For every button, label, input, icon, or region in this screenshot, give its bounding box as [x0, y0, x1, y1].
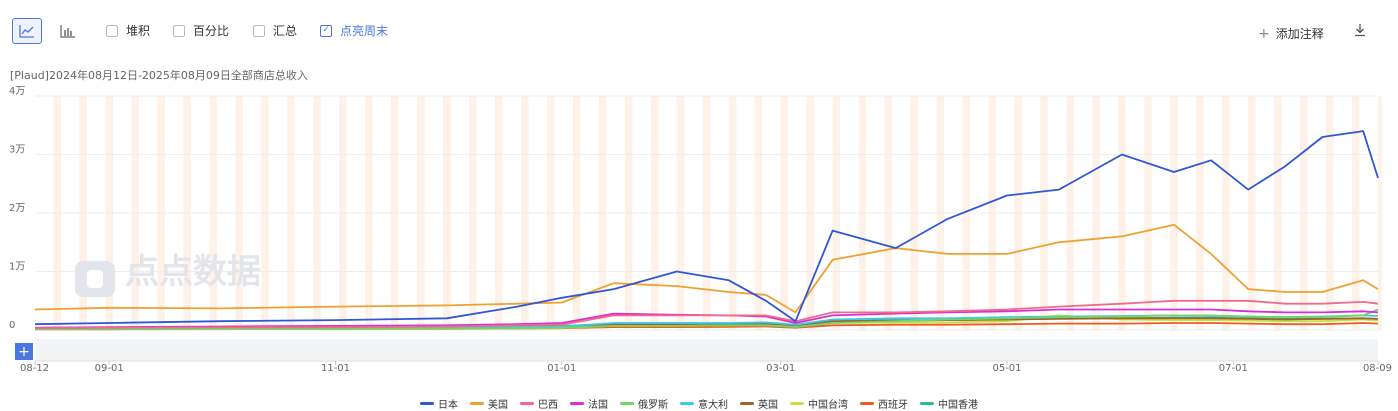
highlight-weekend-label: 点亮周末	[340, 24, 389, 38]
plus-icon: +	[1258, 25, 1270, 42]
bar-chart-button[interactable]	[53, 18, 83, 44]
legend-swatch	[470, 401, 484, 405]
weekend-band	[1378, 96, 1382, 330]
legend-swatch	[680, 401, 694, 405]
legend-label: 俄罗斯	[638, 399, 668, 411]
legend-label: 日本	[438, 399, 458, 411]
legend-label: 法国	[588, 399, 608, 411]
add-note-label: 添加注释	[1275, 27, 1324, 41]
x-axis: 08-12 09-01 11-01 01-01 03-01 05-01 07-01 08-09	[20, 339, 1392, 374]
x-tick-label: 03-01	[766, 363, 795, 374]
checkbox-box[interactable]	[106, 24, 118, 37]
toolbar: 堆积 百分比 汇总 ✓ 点亮周末 + 添加注释	[0, 0, 1398, 60]
percent-label: 百分比	[193, 24, 230, 38]
x-tick-label: 09-01	[95, 363, 124, 374]
watermark: 点点数据	[125, 252, 261, 292]
legend-item[interactable]: 法国	[570, 397, 608, 411]
watermark-logo-icon	[75, 261, 115, 297]
legend-swatch	[620, 401, 634, 405]
legend-item[interactable]: 中国香港	[920, 397, 978, 411]
stack-label: 堆积	[126, 24, 151, 38]
stack-checkbox[interactable]: 堆积	[106, 22, 150, 39]
y-tick-label: 4万	[9, 86, 25, 97]
legend-swatch	[520, 401, 534, 405]
grid-lines	[35, 95, 1378, 331]
checkbox-box[interactable]	[173, 24, 185, 37]
x-tick-label: 08-12	[20, 363, 49, 374]
zoom-toggle-button[interactable]: +	[15, 343, 33, 360]
legend-label: 中国香港	[938, 399, 978, 411]
y-axis-ticks: 0 1万 2万 3万 4万	[9, 86, 25, 331]
legend-item[interactable]: 英国	[740, 397, 778, 411]
checkbox-box[interactable]: ✓	[320, 24, 332, 37]
legend-label: 英国	[758, 399, 778, 411]
range-slider-track	[35, 339, 1378, 361]
series-line-俄罗斯	[34, 308, 1379, 331]
legend-swatch	[570, 401, 584, 405]
summary-checkbox[interactable]: 汇总	[253, 22, 297, 39]
chart-title: [Plaud]2024年08月12日-2025年08月09日全部商店总收入	[10, 69, 308, 82]
line-chart-icon	[19, 25, 34, 38]
highlight-weekend-checkbox[interactable]: ✓ 点亮周末	[320, 22, 388, 39]
y-tick-label: 3万	[9, 145, 25, 156]
legend-label: 美国	[488, 399, 508, 411]
legend-label: 西班牙	[878, 399, 908, 411]
series-lines	[34, 130, 1379, 331]
legend-label: 中国台湾	[808, 399, 848, 411]
x-tick-label: 11-01	[321, 363, 350, 374]
legend-item[interactable]: 中国台湾	[790, 397, 848, 411]
legend-item[interactable]: 俄罗斯	[620, 397, 668, 411]
checkmark-icon: ✓	[322, 25, 330, 35]
legend-swatch	[740, 401, 754, 405]
legend-item[interactable]: 西班牙	[860, 397, 908, 411]
x-tick-label: 07-01	[1219, 363, 1248, 374]
checkbox-box[interactable]	[253, 24, 265, 37]
y-tick-label: 0	[9, 320, 15, 331]
bar-chart-icon	[60, 25, 75, 38]
legend-swatch	[920, 401, 934, 405]
series-line-日本	[34, 130, 1379, 326]
legend: 日本 美国 巴西 法国 俄罗斯 意大利 英国 中国台湾 西班牙 中国香港	[0, 397, 1398, 411]
legend-item[interactable]: 意大利	[680, 397, 728, 411]
x-tick-label: 01-01	[547, 363, 576, 374]
series-line-法国	[34, 308, 1379, 329]
x-tick-label: 05-01	[992, 363, 1021, 374]
y-tick-label: 1万	[9, 262, 25, 273]
series-line-美国	[34, 223, 1379, 314]
legend-swatch	[790, 401, 804, 405]
plus-icon: +	[18, 344, 30, 360]
legend-swatch	[420, 401, 434, 405]
percent-checkbox[interactable]: 百分比	[173, 22, 229, 39]
add-note-button[interactable]: + 添加注释	[1258, 25, 1324, 42]
summary-label: 汇总	[273, 24, 298, 38]
legend-item[interactable]: 巴西	[520, 397, 558, 411]
legend-swatch	[860, 401, 874, 405]
legend-label: 意大利	[698, 399, 728, 411]
revenue-line-chart: 点点数据 0 1万 2万 3万 4万 08-12 09-01 11-01 01-01 03-01…	[9, 86, 1392, 374]
x-tick-label: 08-09	[1363, 363, 1392, 374]
legend-label: 巴西	[538, 399, 558, 411]
legend-item[interactable]: 日本	[420, 397, 458, 411]
y-tick-label: 2万	[9, 203, 25, 214]
line-chart-button[interactable]	[12, 18, 42, 44]
series-line-巴西	[34, 299, 1379, 330]
download-icon[interactable]	[1352, 22, 1368, 38]
legend-item[interactable]: 美国	[470, 397, 508, 411]
